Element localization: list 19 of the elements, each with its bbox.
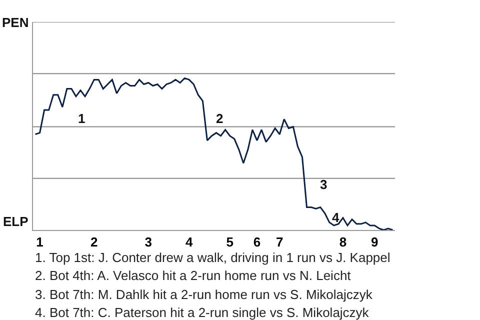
x-tick-label: 8 (339, 234, 347, 250)
annotation: 2 (216, 111, 224, 126)
x-tick-label: 7 (276, 234, 284, 250)
x-tick-label: 9 (371, 234, 378, 250)
text: PEN (2, 15, 29, 30)
x-tick-label: 3 (144, 234, 152, 250)
x-tick-label: 5 (226, 234, 234, 250)
text: ELP (3, 214, 29, 229)
x-tick-label: 1 (36, 234, 44, 250)
annotation: 3 (320, 177, 328, 192)
text: 1. Top 1st: J. Conter drew a walk, driving in 1 run vs J. Kappel (35, 250, 390, 265)
annotation: 4 (332, 210, 340, 225)
x-tick-label: 6 (253, 234, 261, 250)
x-tick-label: 2 (90, 234, 98, 250)
text: 2. Bot 4th: A. Velasco hit a 2-run home run vs N. Leicht (35, 268, 352, 283)
x-tick-label: 4 (185, 234, 194, 250)
text: 3. Bot 7th: M. Dahlk hit a 2-run home run vs S. Mikolajczyk (35, 287, 373, 302)
annotation: 1 (78, 111, 86, 126)
text: 4. Bot 7th: C. Paterson hit a 2-run single vs S. Mikolajczyk (35, 305, 370, 320)
